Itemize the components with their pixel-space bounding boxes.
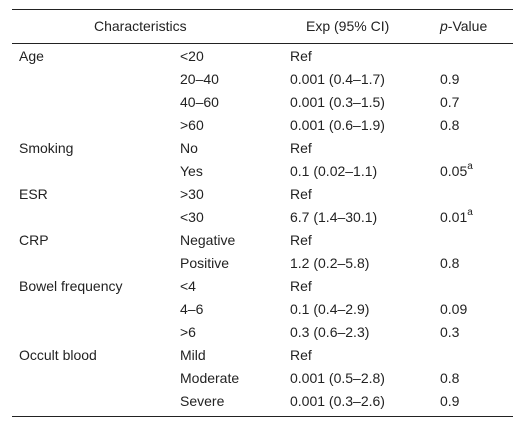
row-level-label: 20–40 — [180, 71, 219, 87]
row-group-label: ESR — [19, 186, 48, 202]
row-exp-value: Ref — [290, 186, 312, 202]
row-p-value: 0.8 — [440, 368, 459, 388]
significance-footnote-marker: a — [467, 161, 473, 173]
header-exp: Exp (95% CI) — [306, 18, 390, 34]
row-exp-value: Ref — [290, 232, 312, 248]
header-p-italic: p — [440, 18, 448, 34]
row-p-value: 0.8 — [440, 253, 459, 273]
row-p-value: 0.9 — [440, 69, 459, 89]
p-value-text: 0.05 — [440, 163, 468, 179]
row-exp-value: 0.3 (0.6–2.3) — [290, 324, 370, 340]
header-p-rest: -Value — [447, 18, 488, 34]
p-value-text: 0.9 — [440, 393, 460, 409]
row-exp-value: Ref — [290, 278, 312, 294]
row-exp-value: Ref — [290, 347, 312, 363]
table-header-rule — [12, 43, 513, 44]
row-group-label: CRP — [19, 232, 49, 248]
row-p-value: 0.3 — [440, 322, 459, 342]
row-exp-value: 0.001 (0.3–2.6) — [290, 393, 385, 409]
row-level-label: No — [180, 140, 198, 156]
p-value-text: 0.8 — [440, 370, 460, 386]
row-p-value: 0.9 — [440, 391, 459, 411]
row-p-value: 0.05a — [440, 161, 473, 181]
row-exp-value: Ref — [290, 140, 312, 156]
row-exp-value: 0.001 (0.3–1.5) — [290, 94, 385, 110]
table-top-rule — [12, 9, 513, 10]
p-value-text: 0.8 — [440, 117, 460, 133]
row-exp-value: Ref — [290, 48, 312, 64]
row-exp-value: 0.001 (0.4–1.7) — [290, 71, 385, 87]
row-level-label: <4 — [180, 278, 196, 294]
row-level-label: Mild — [180, 347, 206, 363]
header-characteristics: Characteristics — [94, 18, 187, 34]
p-value-text: 0.09 — [440, 301, 468, 317]
row-p-value: 0.09 — [440, 299, 467, 319]
row-group-label: Smoking — [19, 140, 74, 156]
row-level-label: <30 — [180, 209, 204, 225]
row-group-label: Age — [19, 48, 44, 64]
row-group-label: Bowel frequency — [19, 278, 123, 294]
row-level-label: Negative — [180, 232, 236, 248]
row-exp-value: 0.001 (0.5–2.8) — [290, 370, 385, 386]
row-exp-value: 0.1 (0.02–1.1) — [290, 163, 378, 179]
row-exp-value: 6.7 (1.4–30.1) — [290, 209, 378, 225]
significance-footnote-marker: a — [467, 207, 473, 219]
p-value-text: 0.7 — [440, 94, 460, 110]
row-exp-value: 1.2 (0.2–5.8) — [290, 255, 370, 271]
row-group-label: Occult blood — [19, 347, 97, 363]
row-exp-value: 0.001 (0.6–1.9) — [290, 117, 385, 133]
row-level-label: Yes — [180, 163, 203, 179]
table-bottom-rule — [12, 416, 513, 417]
row-p-value: 0.01a — [440, 207, 473, 227]
row-exp-value: 0.1 (0.4–2.9) — [290, 301, 370, 317]
row-p-value: 0.7 — [440, 92, 459, 112]
row-level-label: <20 — [180, 48, 204, 64]
p-value-text: 0.01 — [440, 209, 468, 225]
row-level-label: >60 — [180, 117, 204, 133]
row-p-value: 0.8 — [440, 115, 459, 135]
header-p-value: p-Value — [440, 16, 487, 36]
row-level-label: Moderate — [180, 370, 240, 386]
row-level-label: 4–6 — [180, 301, 204, 317]
p-value-text: 0.9 — [440, 71, 460, 87]
row-level-label: >6 — [180, 324, 196, 340]
row-level-label: 40–60 — [180, 94, 219, 110]
row-level-label: Severe — [180, 393, 225, 409]
row-level-label: Positive — [180, 255, 230, 271]
row-level-label: >30 — [180, 186, 204, 202]
p-value-text: 0.8 — [440, 255, 460, 271]
p-value-text: 0.3 — [440, 324, 460, 340]
